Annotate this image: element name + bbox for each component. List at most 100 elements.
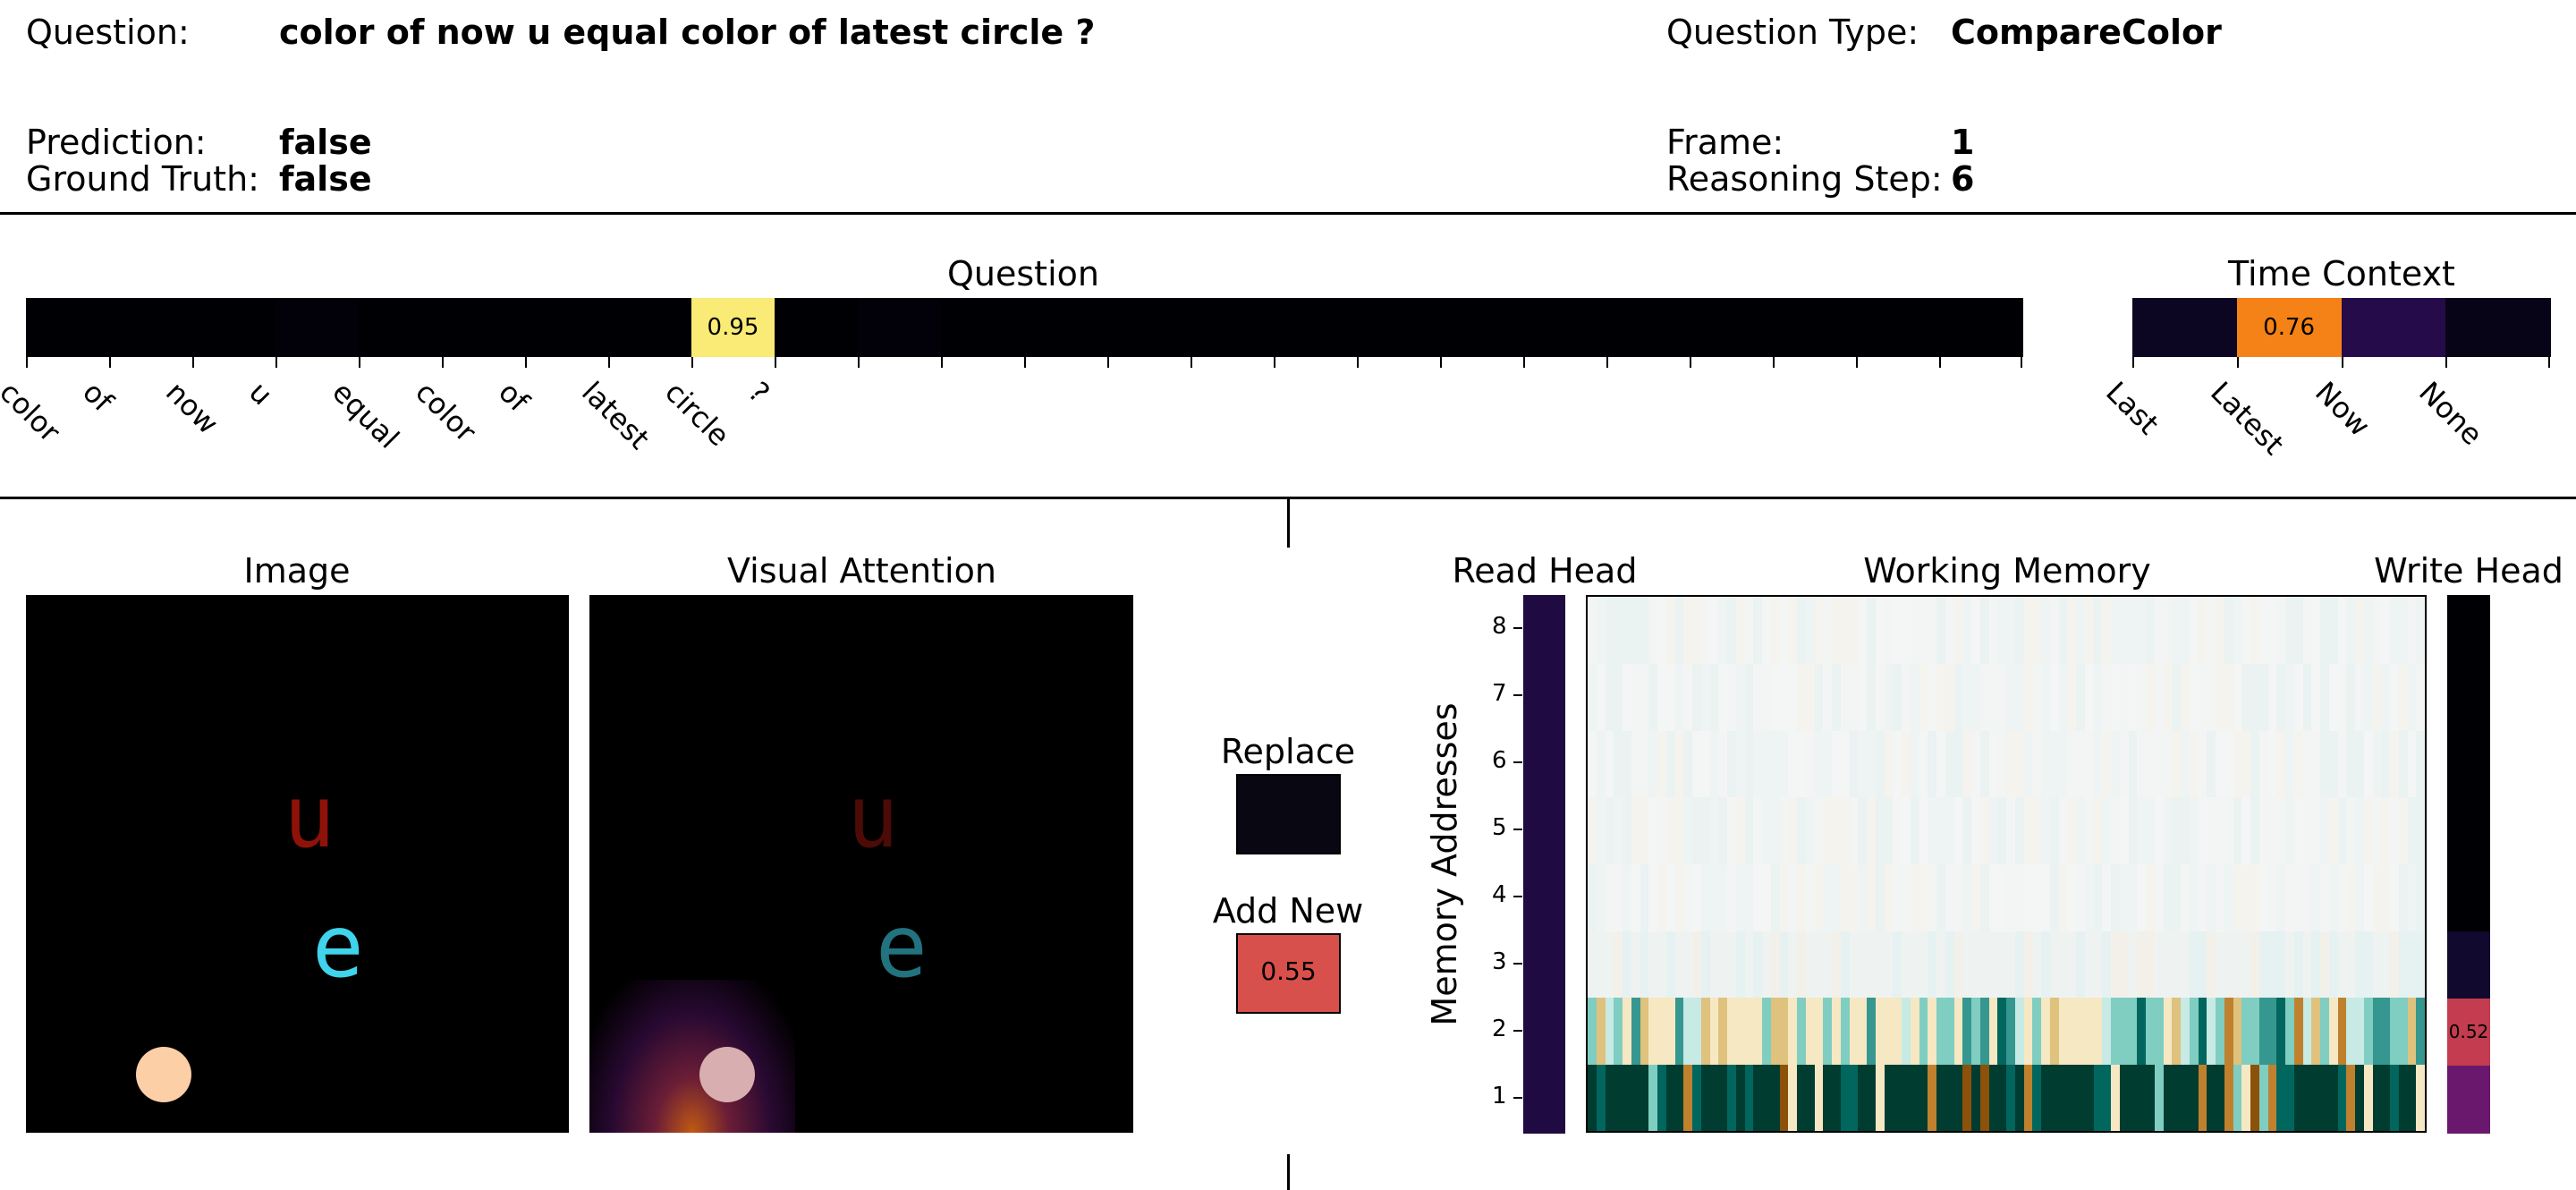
memory-cell [1988, 597, 1998, 665]
memory-cell [1623, 931, 1632, 999]
memory-cell [2224, 597, 2234, 665]
memory-cell [2049, 863, 2060, 931]
memory-cell [2076, 663, 2086, 731]
memory-cell [1805, 997, 1816, 1065]
memory-cell [2084, 796, 2095, 865]
time-context-cell [2236, 298, 2342, 357]
memory-cell [2398, 730, 2409, 798]
memory-cell [1727, 597, 1737, 665]
question-value: color of now u equal color of latest cir… [279, 13, 1096, 52]
memory-cell [1988, 931, 1998, 999]
question-type-label: Question Type: [1666, 13, 1919, 52]
memory-cell [2390, 997, 2400, 1065]
memory-cell [1971, 663, 1981, 731]
memory-cell [1779, 730, 1789, 798]
visual-attention-map: u e [589, 595, 1133, 1133]
memory-cell [1962, 663, 1972, 731]
memory-cell [2189, 663, 2199, 731]
memory-cell [1875, 1064, 1885, 1131]
memory-cell [1596, 663, 1606, 731]
memory-cell [2372, 597, 2382, 665]
memory-cell [2337, 997, 2347, 1065]
memory-cell [1997, 997, 2007, 1065]
memory-cell [1605, 730, 1614, 798]
memory-cell [1805, 863, 1816, 931]
memory-cell [2006, 997, 2016, 1065]
memory-cell [1605, 597, 1614, 665]
memory-cell [2076, 796, 2086, 865]
memory-cell [1919, 663, 1928, 731]
memory-cell [1893, 663, 1902, 731]
memory-cell [2276, 597, 2286, 665]
memory-cell [2293, 997, 2304, 1065]
memory-cell [2014, 730, 2025, 798]
memory-cell [1979, 997, 1990, 1065]
memory-cell [2032, 931, 2042, 999]
memory-cell [2172, 730, 2182, 798]
image-letter-e: e [312, 897, 364, 997]
memory-cell [1588, 1064, 1597, 1131]
memory-ytick [1513, 829, 1522, 830]
memory-cell [1596, 730, 1606, 798]
memory-cell [1614, 730, 1623, 798]
memory-cell [2381, 730, 2391, 798]
memory-cell [1762, 663, 1772, 731]
question-cell [1440, 298, 1524, 357]
memory-cell [2154, 997, 2165, 1065]
memory-cell [1823, 730, 1833, 798]
memory-cell [1648, 1064, 1658, 1131]
question-tick [1690, 357, 1691, 368]
prediction-value: false [279, 123, 372, 162]
memory-cell [2311, 931, 2321, 999]
memory-cell [2285, 730, 2295, 798]
memory-cell [2311, 997, 2321, 1065]
memory-cell [2146, 796, 2156, 865]
memory-cell [1596, 863, 1606, 931]
memory-cell [2128, 796, 2138, 865]
memory-cell [2137, 730, 2147, 798]
memory-cell [2041, 1064, 2051, 1131]
memory-cell [2093, 730, 2103, 798]
memory-cell [2258, 1064, 2269, 1131]
memory-cell [2241, 863, 2251, 931]
question-token-label: of [492, 375, 536, 419]
question-cell [1107, 298, 1191, 357]
memory-cell [2241, 1064, 2251, 1131]
memory-cell [2416, 863, 2425, 931]
memory-cell [1623, 796, 1632, 865]
memory-cell [1997, 796, 2007, 865]
question-tick [525, 357, 527, 368]
memory-cell [2093, 663, 2103, 731]
question-tick [1357, 357, 1359, 368]
memory-cell [1997, 863, 2007, 931]
memory-cell [1979, 931, 1990, 999]
memory-cell [1648, 730, 1658, 798]
memory-cell [2398, 663, 2409, 731]
memory-cell [2372, 1064, 2382, 1131]
memory-cell [1962, 863, 1972, 931]
memory-cell [1840, 931, 1851, 999]
memory-cell [1797, 597, 1807, 665]
memory-cell [1718, 1064, 1728, 1131]
question-cell [1606, 298, 1690, 357]
memory-cell [1875, 796, 1885, 865]
memory-cell [2058, 997, 2068, 1065]
memory-cell [2416, 663, 2425, 731]
memory-cell [2014, 1064, 2025, 1131]
memory-cell [2198, 597, 2207, 665]
write-head-cell [2447, 662, 2490, 730]
memory-cell [1945, 597, 1955, 665]
memory-cell [1683, 931, 1693, 999]
memory-cell [1910, 663, 1920, 731]
memory-cell [2154, 597, 2165, 665]
time-context-tick [2236, 357, 2239, 368]
memory-cell [1665, 997, 1676, 1065]
memory-cell [2302, 931, 2312, 999]
memory-cell [1884, 863, 1894, 931]
memory-cell [2285, 597, 2295, 665]
memory-cell [2076, 730, 2086, 798]
memory-cell [2337, 863, 2347, 931]
memory-cell [1762, 1064, 1772, 1131]
memory-cell [1797, 663, 1807, 731]
memory-cell [1953, 1064, 1963, 1131]
